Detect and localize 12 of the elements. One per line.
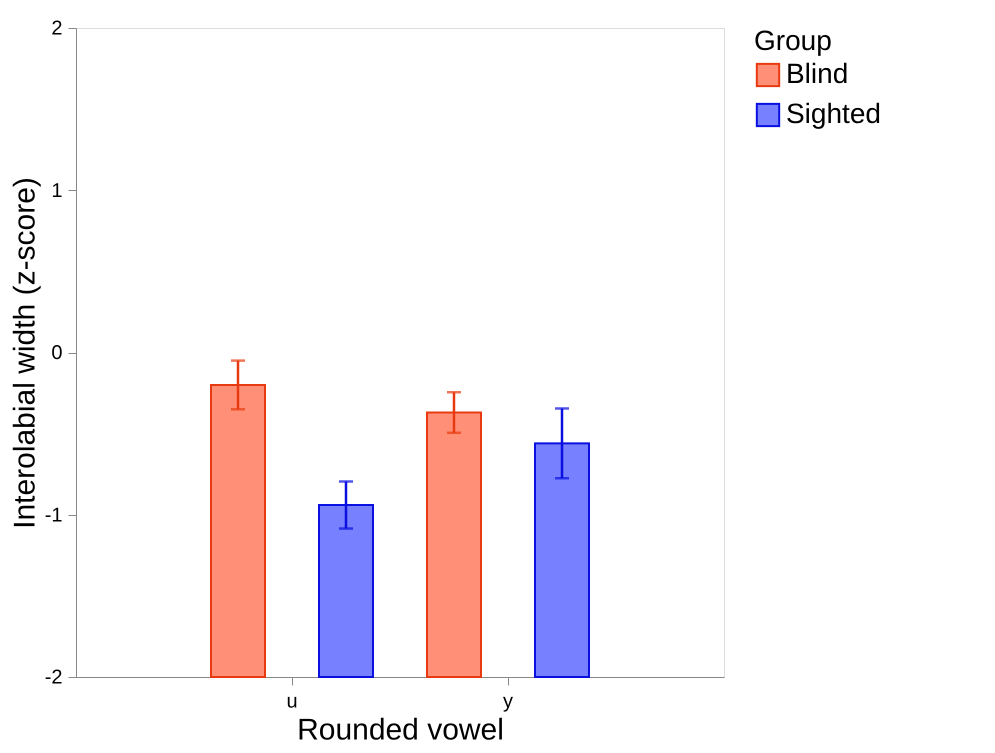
y-tick-label: -1 xyxy=(44,504,62,526)
y-tick-label: 0 xyxy=(51,342,62,364)
x-tick-label: y xyxy=(503,690,513,712)
legend-title: Group xyxy=(754,25,832,56)
legend-label: Sighted xyxy=(786,98,881,129)
y-axis-title: Interolabial width (z-score) xyxy=(8,177,42,529)
y-tick-label: -2 xyxy=(44,666,62,688)
x-tick-label: u xyxy=(286,690,298,712)
x-axis-title: Rounded vowel xyxy=(297,714,504,746)
y-tick-label: 1 xyxy=(51,180,62,202)
legend-label: Blind xyxy=(786,58,848,89)
y-tick-label: 2 xyxy=(51,18,62,40)
